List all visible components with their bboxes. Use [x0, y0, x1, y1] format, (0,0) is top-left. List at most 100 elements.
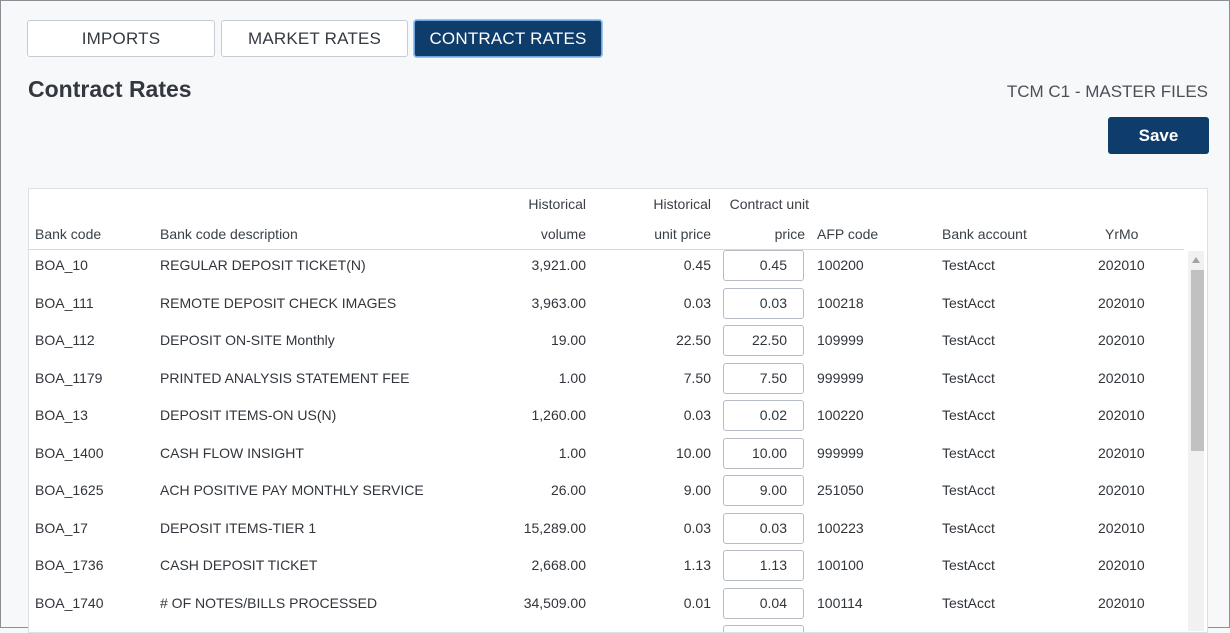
- cell-bank-code: BOA_10: [35, 257, 88, 273]
- cell-yrmo: 202010: [1098, 407, 1145, 423]
- page-title: Contract Rates: [28, 76, 192, 102]
- header-yrmo[interactable]: YrMo: [1105, 226, 1139, 242]
- save-button[interactable]: Save: [1108, 117, 1209, 154]
- cell-historical-unit-price: 0.01: [683, 594, 711, 611]
- table-row[interactable]: BOA_1625 ACH POSITIVE PAY MONTHLY SERVIC…: [29, 474, 1184, 512]
- cell-bank-account: TestAcct: [942, 594, 995, 611]
- cell-bank-account: TestAcct: [942, 444, 995, 461]
- cell-bank-code: BOA_1625: [35, 482, 104, 498]
- cell-bank-code: BOA_111: [35, 294, 94, 311]
- cell-bank-account: TestAcct: [942, 294, 995, 311]
- scrollbar-thumb[interactable]: [1191, 270, 1204, 451]
- contract-unit-price-input[interactable]: 1.13: [723, 550, 804, 581]
- cell-bank-account: TestAcct: [942, 257, 995, 273]
- contract-rates-table: Bank code Bank code description Historic…: [28, 188, 1208, 633]
- cell-historical-volume: 15,289.00: [523, 519, 586, 536]
- cell-historical-volume: 1.00: [558, 444, 586, 461]
- table-row-partial[interactable]: [29, 624, 1184, 632]
- table-row[interactable]: BOA_1736 CASH DEPOSIT TICKET 2,668.00 1.…: [29, 549, 1184, 587]
- header-bank-code[interactable]: Bank code: [35, 226, 102, 242]
- header-bank-code-description[interactable]: Bank code description: [160, 226, 298, 242]
- contract-unit-price-input[interactable]: [723, 625, 804, 632]
- contract-unit-price-input[interactable]: 0.03: [723, 512, 804, 544]
- cell-historical-volume: 19.00: [550, 332, 586, 348]
- cell-historical-volume: 2,668.00: [531, 557, 587, 573]
- cell-yrmo: 202010: [1098, 444, 1145, 461]
- header-historical-volume-line1[interactable]: Historical: [528, 196, 586, 212]
- cell-bank-account: TestAcct: [942, 407, 995, 423]
- cell-bank-code: BOA_1400: [35, 444, 104, 461]
- tab-contract-rates[interactable]: CONTRACT RATES: [414, 20, 602, 57]
- contract-unit-price-input[interactable]: 0.45: [723, 250, 804, 281]
- cell-yrmo: 202010: [1098, 257, 1145, 273]
- table-row[interactable]: BOA_112 DEPOSIT ON-SITE Monthly 19.00 22…: [29, 324, 1184, 362]
- cell-bank-code: BOA_13: [35, 407, 88, 423]
- cell-bank-account: TestAcct: [942, 557, 995, 573]
- table-row[interactable]: BOA_1740 # OF NOTES/BILLS PROCESSED 34,5…: [29, 587, 1184, 625]
- header-historical-volume-line2[interactable]: volume: [540, 226, 586, 242]
- cell-description: REMOTE DEPOSIT CHECK IMAGES: [160, 294, 397, 311]
- cell-afp-code: 100223: [817, 519, 864, 536]
- cell-historical-unit-price: 0.03: [683, 294, 711, 311]
- cell-historical-volume: 1.00: [558, 369, 586, 386]
- cell-afp-code: 109999: [817, 332, 864, 348]
- page-subtitle: TCM C1 - MASTER FILES: [1006, 82, 1208, 101]
- cell-description: CASH FLOW INSIGHT: [160, 444, 304, 461]
- header-contract-unit-price-line1[interactable]: Contract unit: [729, 196, 809, 212]
- cell-afp-code: 100114: [817, 594, 863, 611]
- cell-yrmo: 202010: [1098, 482, 1145, 498]
- contract-unit-price-input[interactable]: 22.50: [723, 325, 804, 356]
- cell-description: PRINTED ANALYSIS STATEMENT FEE: [160, 369, 410, 386]
- cell-bank-account: TestAcct: [942, 482, 995, 498]
- cell-bank-account: TestAcct: [942, 332, 995, 348]
- vertical-scrollbar[interactable]: [1188, 251, 1204, 631]
- cell-bank-account: TestAcct: [942, 519, 995, 536]
- tab-market-rates[interactable]: MARKET RATES: [221, 20, 408, 57]
- table-row[interactable]: BOA_1179 PRINTED ANALYSIS STATEMENT FEE …: [29, 362, 1184, 400]
- contract-unit-price-input[interactable]: 0.02: [723, 400, 804, 431]
- table-row[interactable]: BOA_17 DEPOSIT ITEMS-TIER 1 15,289.00 0.…: [29, 512, 1184, 550]
- cell-bank-code: BOA_17: [35, 519, 88, 536]
- table-row[interactable]: BOA_10 REGULAR DEPOSIT TICKET(N) 3,921.0…: [29, 249, 1184, 287]
- scroll-up-arrow-icon[interactable]: [1192, 257, 1200, 263]
- header-bank-account[interactable]: Bank account: [942, 226, 1027, 242]
- cell-afp-code: 999999: [817, 369, 864, 386]
- cell-description: CASH DEPOSIT TICKET: [160, 557, 318, 573]
- table-row[interactable]: BOA_13 DEPOSIT ITEMS-ON US(N) 1,260.00 0…: [29, 399, 1184, 437]
- cell-afp-code: 251050: [817, 482, 864, 498]
- cell-description: DEPOSIT ITEMS-ON US(N): [160, 407, 337, 423]
- cell-historical-unit-price: 0.03: [683, 519, 711, 536]
- contract-unit-price-input[interactable]: 7.50: [723, 362, 804, 394]
- cell-afp-code: 999999: [817, 444, 864, 461]
- cell-historical-volume: 1,260.00: [531, 407, 587, 423]
- cell-historical-unit-price: 10.00: [675, 444, 711, 461]
- cell-afp-code: 100220: [817, 407, 864, 423]
- cell-historical-unit-price: 22.50: [675, 332, 711, 348]
- table-row[interactable]: BOA_111 REMOTE DEPOSIT CHECK IMAGES 3,96…: [29, 287, 1184, 325]
- contract-unit-price-input[interactable]: 9.00: [723, 475, 804, 506]
- cell-afp-code: 100218: [817, 294, 864, 311]
- cell-bank-code: BOA_1736: [35, 557, 104, 573]
- contract-unit-price-input[interactable]: 0.03: [723, 287, 804, 319]
- cell-historical-unit-price: 7.50: [683, 369, 711, 386]
- cell-afp-code: 100200: [817, 257, 864, 273]
- tab-bar: IMPORTS MARKET RATES CONTRACT RATES: [27, 20, 602, 57]
- header-historical-unit-price-line1[interactable]: Historical: [653, 196, 711, 212]
- contract-unit-price-input[interactable]: 10.00: [723, 437, 804, 469]
- cell-description: DEPOSIT ITEMS-TIER 1: [160, 519, 317, 536]
- tab-imports[interactable]: IMPORTS: [27, 20, 215, 57]
- table-row[interactable]: BOA_1400 CASH FLOW INSIGHT 1.00 10.00 10…: [29, 437, 1184, 475]
- cell-description: REGULAR DEPOSIT TICKET(N): [160, 257, 366, 273]
- header-historical-unit-price-line2[interactable]: unit price: [654, 226, 711, 242]
- cell-description: ACH POSITIVE PAY MONTHLY SERVICE: [160, 482, 424, 498]
- cell-description: # OF NOTES/BILLS PROCESSED: [160, 594, 378, 611]
- cell-historical-volume: 26.00: [550, 482, 586, 498]
- contract-unit-price-input[interactable]: 0.04: [723, 587, 804, 619]
- header-afp-code[interactable]: AFP code: [817, 226, 879, 242]
- cell-historical-unit-price: 9.00: [683, 482, 711, 498]
- header-contract-unit-price-line2[interactable]: price: [774, 226, 805, 242]
- cell-afp-code: 100100: [817, 557, 864, 573]
- cell-yrmo: 202010: [1098, 332, 1145, 348]
- cell-yrmo: 202010: [1098, 369, 1145, 386]
- cell-description: DEPOSIT ON-SITE Monthly: [160, 332, 335, 348]
